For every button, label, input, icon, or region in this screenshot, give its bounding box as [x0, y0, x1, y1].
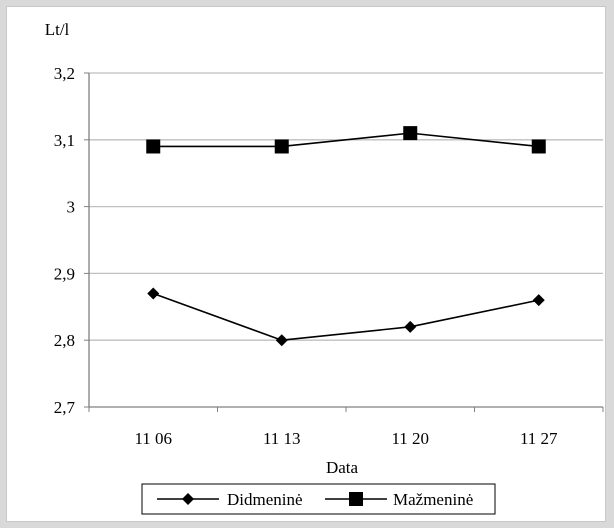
series-lines	[146, 126, 546, 347]
legend-label: Mažmeninė	[393, 490, 473, 509]
data-point	[275, 334, 288, 347]
series-1	[147, 287, 545, 347]
data-point	[532, 294, 545, 307]
line-chart: 2,7 2,8 2,9 3 3,1 3,2 11 06 11 13 11 20 11 27 Lt…	[45, 20, 604, 515]
x-tick-labels: 11 06 11 13 11 20 11 27	[134, 429, 558, 448]
legend-item: Didmeninė	[157, 490, 303, 509]
legend-marker	[349, 492, 363, 506]
y-tick-label: 3,2	[54, 64, 75, 83]
y-tick-labels: 2,7 2,8 2,9 3 3,1 3,2	[54, 64, 76, 417]
series-line	[152, 292, 539, 342]
y-tick-label: 2,7	[54, 398, 76, 417]
x-tick-label: 11 20	[391, 429, 429, 448]
series-2	[146, 126, 546, 154]
legend-marker	[182, 493, 194, 505]
y-tick-label: 3	[67, 198, 76, 217]
x-axis-title: Data	[326, 458, 359, 477]
axes	[88, 73, 604, 412]
chart-frame: 2,7 2,8 2,9 3 3,1 3,2 11 06 11 13 11 20 11 27 Lt…	[6, 6, 606, 522]
x-tick-label: 11 27	[520, 429, 558, 448]
x-tick-label: 11 06	[134, 429, 172, 448]
data-point	[146, 139, 161, 154]
data-point	[531, 139, 546, 154]
y-tick-label: 2,8	[54, 331, 75, 350]
y-axis-title: Lt/l	[45, 20, 70, 39]
gridlines	[84, 72, 603, 408]
x-tick-label: 11 13	[263, 429, 301, 448]
data-point	[274, 139, 289, 154]
data-point	[147, 287, 160, 300]
legend-item: Mažmeninė	[325, 490, 473, 509]
y-tick-label: 2,9	[54, 264, 75, 283]
y-tick-label: 3,1	[54, 131, 75, 150]
series-line	[153, 132, 539, 148]
data-point	[404, 320, 417, 333]
legend: Didmeninė Mažmeninė	[141, 483, 496, 515]
legend-label: Didmeninė	[227, 490, 303, 509]
data-point	[403, 126, 418, 141]
